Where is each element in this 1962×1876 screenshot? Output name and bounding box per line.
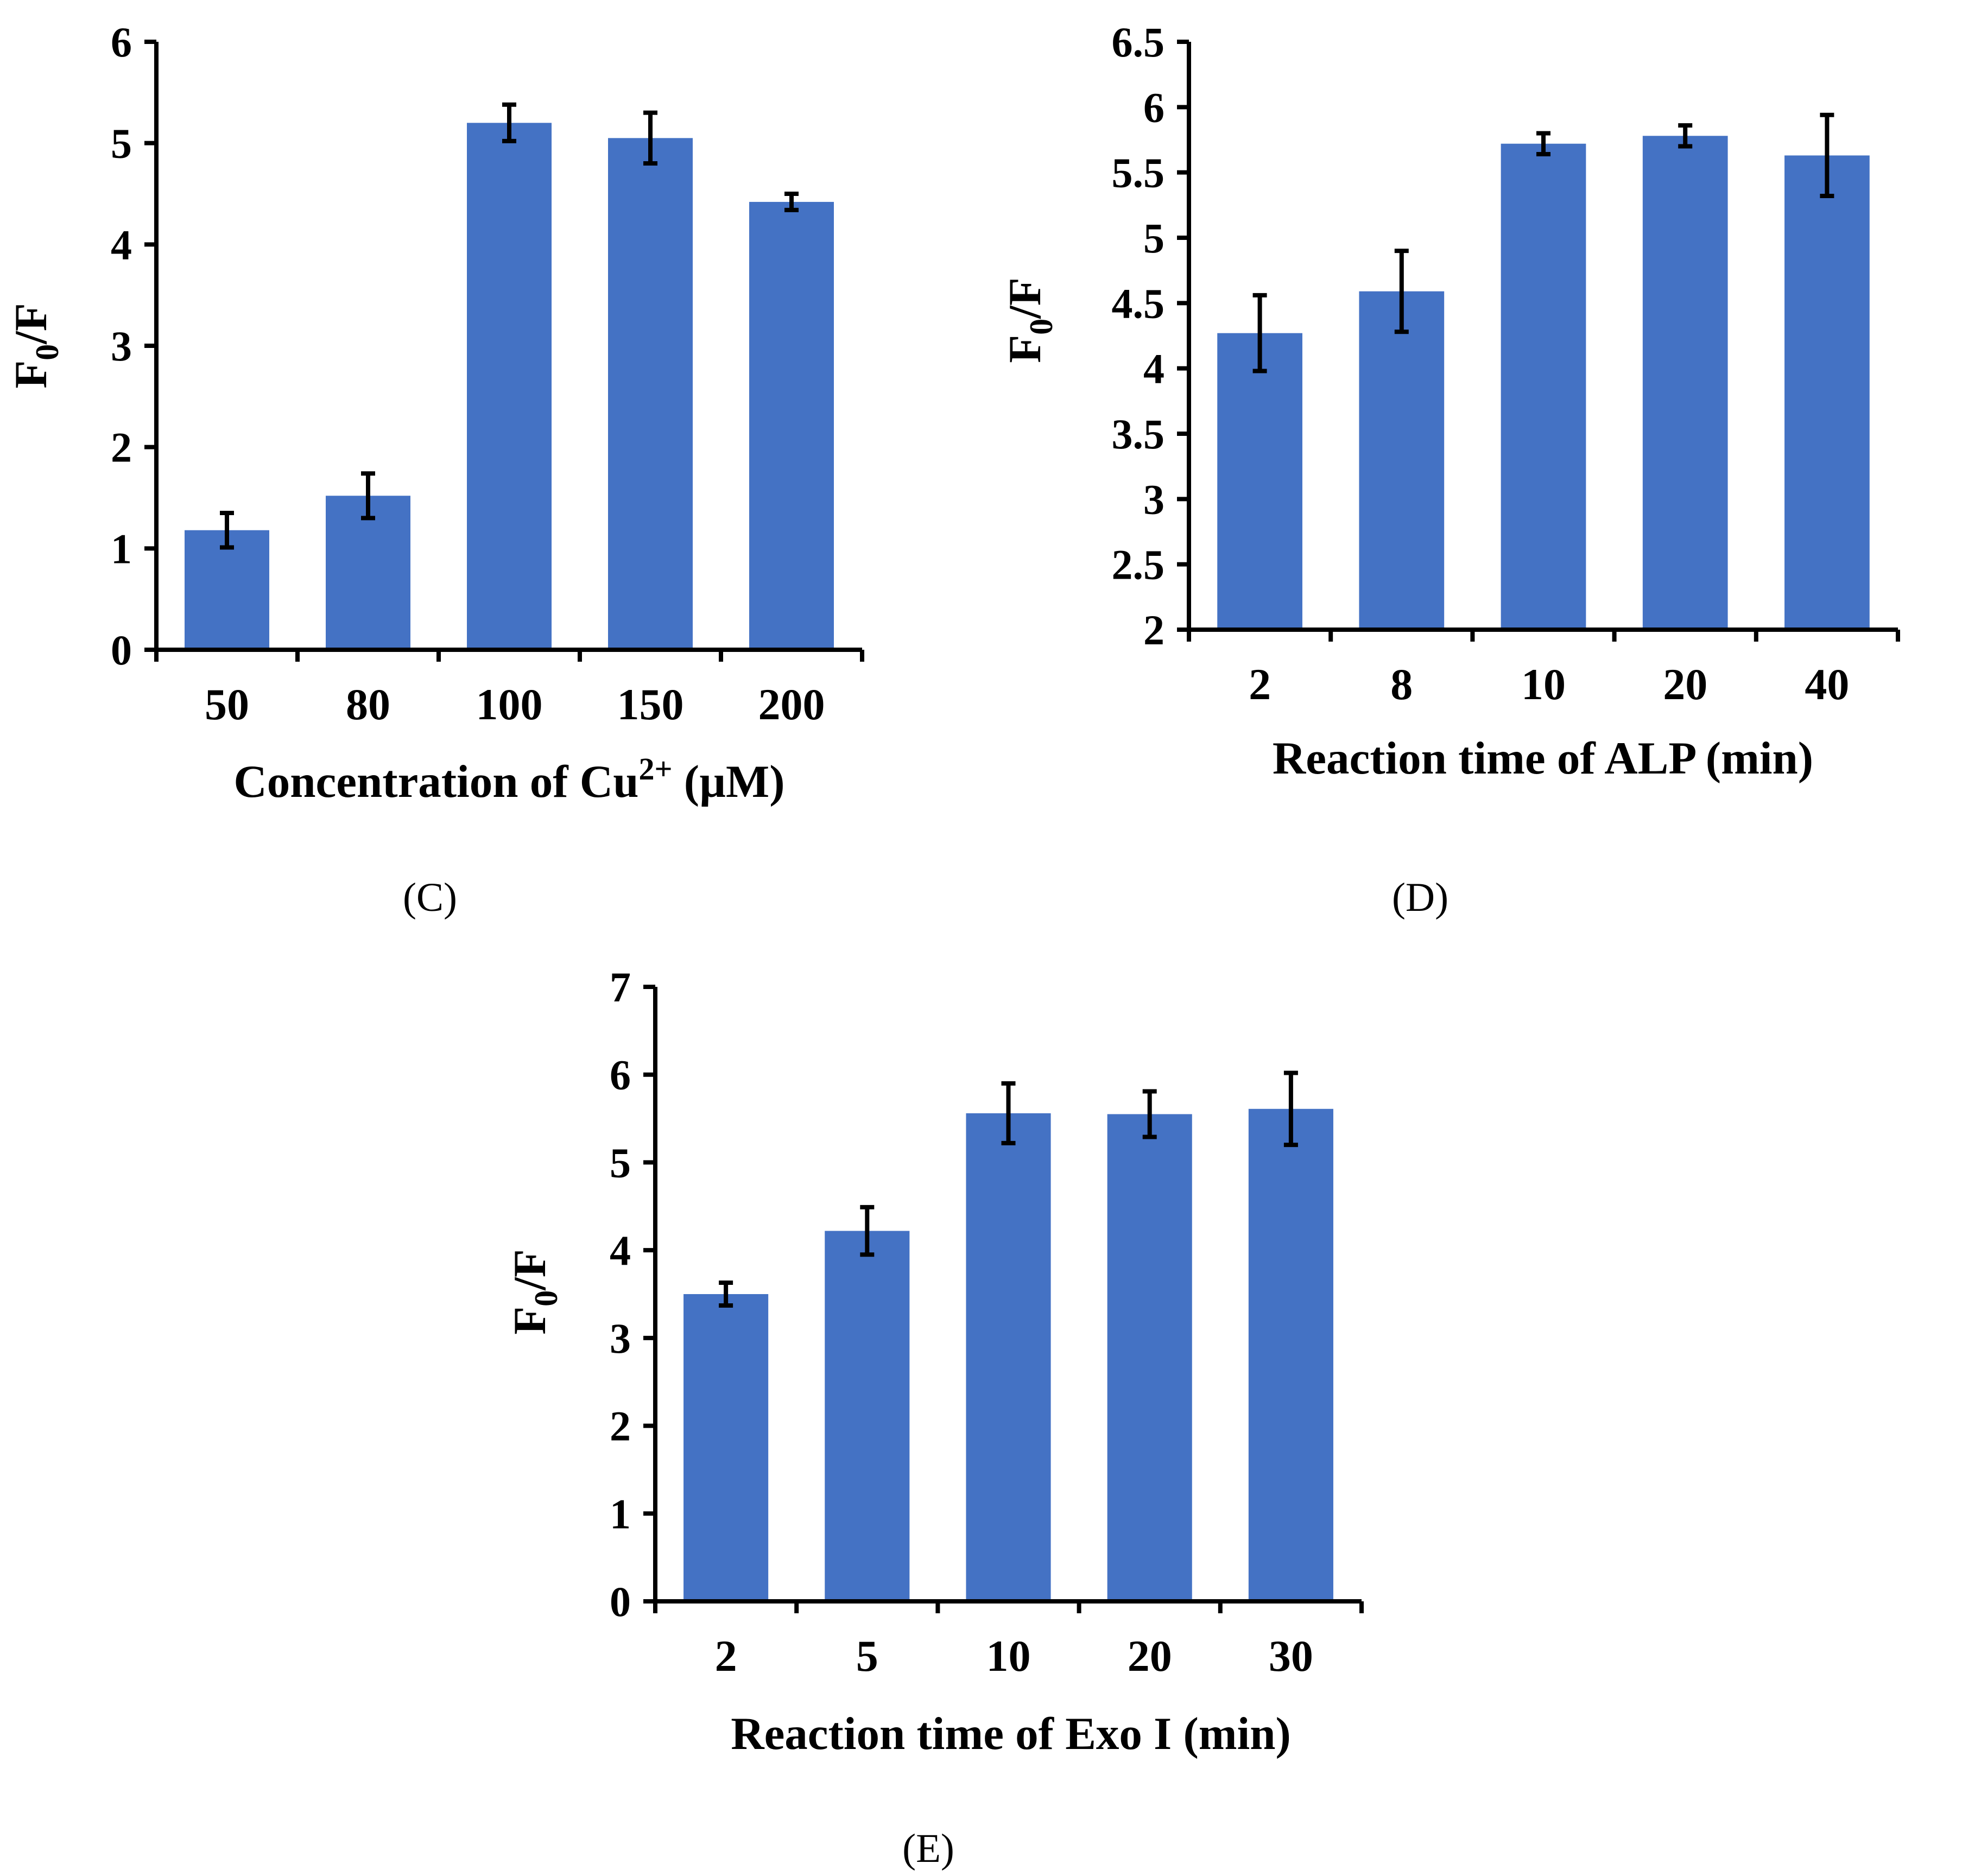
error-bar — [220, 511, 234, 550]
y-tick-label: 0 — [111, 626, 132, 674]
bar — [825, 1231, 910, 1601]
y-axis-label-rest: /F — [5, 303, 56, 345]
x-axis-label-text: Reaction time of Exo I (min) — [731, 1708, 1291, 1759]
y-tick-label: 3 — [610, 1315, 631, 1362]
x-tick-label: 100 — [476, 680, 543, 729]
x-tick-label: 40 — [1805, 660, 1849, 709]
bar — [683, 1294, 769, 1601]
x-axis-label: Reaction time of ALP (min) — [1273, 733, 1813, 784]
y-axis-label-subscript: 0 — [528, 1290, 564, 1307]
x-axis-label-text: Concentration of Cu — [233, 756, 638, 807]
y-tick-label: 5 — [111, 120, 132, 167]
bar — [966, 1113, 1051, 1601]
x-tick-label: 5 — [856, 1631, 878, 1681]
error-bar — [1394, 249, 1409, 334]
y-axis-label-rest: /F — [504, 1249, 555, 1291]
bar — [326, 496, 410, 650]
error-bar — [1820, 112, 1834, 198]
error-bar — [1142, 1089, 1157, 1139]
x-tick-label: 10 — [986, 1631, 1031, 1681]
bar — [467, 123, 552, 650]
x-tick-label: 8 — [1390, 660, 1413, 709]
y-tick-label: 3 — [1143, 476, 1164, 523]
panel-label: (E) — [902, 1826, 954, 1871]
error-bar — [643, 110, 657, 166]
error-bar — [1283, 1070, 1298, 1148]
y-tick-label: 3 — [111, 322, 132, 370]
x-tick-label: 10 — [1521, 660, 1566, 709]
bar — [1217, 333, 1302, 630]
bar — [185, 530, 269, 650]
x-tick-label: 200 — [758, 680, 825, 729]
y-axis-label: F0/F — [5, 303, 65, 388]
y-tick-label: 2 — [610, 1403, 631, 1450]
bar — [749, 201, 834, 650]
y-tick-label: 3.5 — [1112, 410, 1165, 458]
x-tick-label: 20 — [1128, 1631, 1172, 1681]
y-tick-label: 1 — [111, 525, 132, 572]
y-tick-label: 0 — [610, 1578, 631, 1625]
error-bar — [1678, 123, 1693, 149]
x-axis-label-text: Reaction time of ALP (min) — [1273, 733, 1813, 784]
y-tick-label: 2 — [111, 424, 132, 471]
error-bar — [1001, 1081, 1016, 1145]
y-tick-label: 2.5 — [1112, 541, 1165, 588]
x-axis-label: Reaction time of Exo I (min) — [731, 1708, 1291, 1759]
panel-label: (D) — [1392, 875, 1448, 920]
x-tick-label: 2 — [715, 1631, 737, 1681]
y-tick-label: 1 — [610, 1490, 631, 1537]
y-tick-label: 6 — [111, 18, 132, 66]
y-axis-label-main: F — [5, 360, 56, 389]
x-axis-label: Concentration of Cu2+ (µM) — [233, 751, 784, 807]
y-tick-label: 5.5 — [1112, 149, 1165, 197]
bar — [608, 138, 693, 650]
y-tick-label: 2 — [1143, 606, 1164, 654]
y-tick-label: 7 — [610, 964, 631, 1011]
error-bar — [860, 1205, 875, 1257]
bar — [1359, 291, 1445, 630]
y-tick-label: 5 — [610, 1139, 631, 1186]
x-tick-label: 50 — [205, 680, 249, 729]
error-bar — [502, 102, 516, 143]
y-axis-label: F0/F — [999, 277, 1059, 363]
x-tick-label: 150 — [617, 680, 684, 729]
y-axis-label-main: F — [999, 335, 1050, 363]
bar — [1107, 1114, 1192, 1601]
bar — [1501, 143, 1586, 630]
y-axis-label-subscript: 0 — [1023, 319, 1059, 335]
x-axis-label-unit: (µM) — [673, 756, 785, 807]
y-tick-label: 4 — [111, 221, 132, 268]
error-bar — [1536, 131, 1550, 156]
x-tick-label: 2 — [1249, 660, 1271, 709]
bar — [1784, 155, 1870, 630]
bar — [1642, 136, 1728, 630]
error-bar — [361, 471, 375, 521]
y-axis-label-rest: /F — [999, 277, 1050, 319]
y-axis-label-main: F — [504, 1307, 555, 1335]
x-tick-label: 30 — [1269, 1631, 1313, 1681]
x-tick-label: 80 — [346, 680, 390, 729]
y-tick-label: 5 — [1143, 214, 1164, 262]
error-bar — [1252, 293, 1267, 373]
error-bar — [784, 192, 799, 212]
y-axis-label-subscript: 0 — [29, 344, 65, 360]
panel-label: (C) — [403, 875, 457, 920]
chart-panel-d: 2 8 10 20 40 2 2.5 3 3.5 4 4.5 5 5.5 6 6.5 F0/F Reaction… — [999, 18, 1900, 920]
y-tick-label: 4 — [1143, 345, 1164, 392]
error-bar — [719, 1280, 733, 1308]
y-tick-label: 6 — [610, 1051, 631, 1099]
x-tick-label: 20 — [1663, 660, 1707, 709]
y-axis-label: F0/F — [504, 1249, 564, 1334]
y-tick-label: 4 — [610, 1227, 631, 1274]
y-tick-label: 6 — [1143, 84, 1164, 131]
y-tick-label: 6.5 — [1112, 18, 1165, 66]
bar — [1248, 1108, 1333, 1601]
x-axis-label-superscript: 2+ — [638, 751, 672, 787]
y-tick-label: 4.5 — [1112, 280, 1165, 327]
